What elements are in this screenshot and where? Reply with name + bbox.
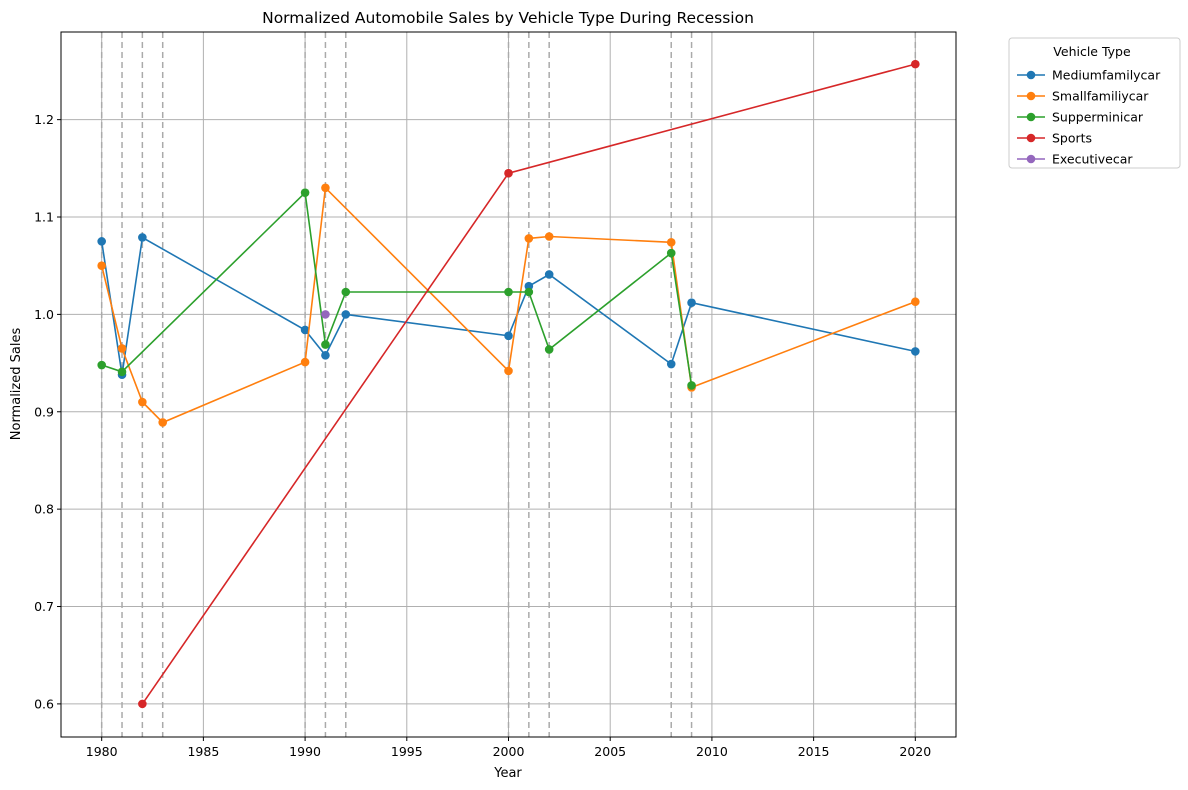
series-line — [100, 236, 916, 375]
y-tick-label: 0.9 — [34, 404, 54, 419]
y-tick-label: 0.6 — [34, 696, 54, 711]
data-point — [544, 345, 554, 354]
y-axis-label: Normalized Sales — [9, 328, 24, 441]
data-point — [666, 238, 676, 247]
data-point — [504, 287, 513, 297]
data-point — [300, 325, 310, 335]
data-point — [504, 331, 513, 341]
legend-marker — [1026, 133, 1036, 143]
y-tick-label: 1.0 — [34, 307, 54, 322]
data-point — [544, 270, 554, 279]
data-point — [321, 340, 330, 349]
legend-item: Mediumfamilycar — [1017, 68, 1161, 83]
x-tick-label: 2005 — [594, 744, 626, 759]
series-executivecar — [321, 310, 330, 319]
recession-markers — [100, 32, 917, 737]
x-tick-label: 1990 — [289, 744, 321, 759]
y-tick-label: 1.1 — [34, 210, 54, 225]
legend-label: Sports — [1052, 131, 1092, 146]
x-axis-label: Year — [493, 766, 522, 781]
data-point — [544, 232, 554, 241]
legend-label: Mediumfamilycar — [1052, 68, 1161, 83]
data-point — [117, 367, 127, 377]
legend-item: Smallfamiliycar — [1017, 89, 1149, 104]
x-tick-label: 2020 — [899, 744, 931, 759]
legend-frame — [1008, 37, 1181, 169]
y-axis-ticks: 0.6 0.7 0.8 0.9 1.0 1.1 1.2 — [34, 112, 61, 711]
data-point — [666, 359, 676, 369]
data-point — [97, 261, 106, 271]
series-smallfamiliycar — [97, 183, 920, 427]
data-point — [341, 310, 351, 319]
legend-label: Smallfamiliycar — [1052, 89, 1149, 104]
legend-label: Executivecar — [1052, 152, 1133, 167]
data-point — [666, 248, 676, 258]
data-point — [504, 168, 513, 178]
data-point — [524, 287, 534, 297]
data-point — [911, 59, 920, 69]
series-line — [100, 186, 916, 424]
data-point — [687, 381, 696, 390]
data-point — [524, 234, 534, 243]
data-point — [321, 350, 330, 360]
plot-area — [60, 31, 957, 738]
data-point — [117, 344, 127, 353]
data-point — [97, 360, 106, 370]
data-point — [341, 287, 351, 297]
x-tick-label: 1995 — [391, 744, 423, 759]
x-tick-label: 1980 — [86, 744, 118, 759]
data-point — [138, 233, 147, 242]
data-point — [138, 699, 147, 709]
y-tick-label: 1.2 — [34, 112, 54, 127]
data-point — [300, 357, 310, 367]
legend-item: Supperminicar — [1017, 110, 1144, 125]
legend-items: Mediumfamilycar Smallfamiliycar Suppermini… — [1017, 68, 1161, 167]
x-tick-label: 1985 — [187, 744, 219, 759]
x-axis-ticks: 1980 1985 1990 1995 2000 2005 2010 2015 2020 — [86, 737, 931, 759]
x-tick-label: 2015 — [798, 744, 830, 759]
legend-item: Sports — [1017, 131, 1092, 146]
series-sports — [138, 59, 920, 709]
legend-label: Supperminicar — [1052, 110, 1144, 125]
legend-title: Vehicle Type — [1053, 44, 1131, 59]
data-point — [687, 298, 696, 308]
data-point — [504, 366, 513, 376]
series-lines — [97, 59, 920, 709]
legend: Vehicle Type Mediumfamilycar Smallfamiliy… — [1008, 37, 1181, 169]
data-point — [300, 188, 310, 197]
data-point — [138, 397, 147, 407]
data-point — [911, 347, 920, 356]
data-point — [158, 418, 168, 427]
x-tick-label: 2010 — [696, 744, 728, 759]
series-mediumfamilycar — [97, 233, 920, 380]
data-point — [911, 297, 920, 307]
y-tick-label: 0.8 — [34, 502, 54, 517]
legend-marker — [1026, 154, 1036, 164]
legend-item: Executivecar — [1017, 152, 1133, 167]
x-tick-label: 2000 — [493, 744, 525, 759]
legend-marker — [1026, 91, 1036, 101]
data-point — [321, 310, 330, 319]
y-tick-label: 0.7 — [34, 599, 54, 614]
legend-marker — [1026, 70, 1036, 80]
data-point — [97, 237, 106, 246]
data-point — [321, 183, 330, 193]
chart-title: Normalized Automobile Sales by Vehicle T… — [262, 9, 754, 27]
legend-marker — [1026, 112, 1036, 122]
